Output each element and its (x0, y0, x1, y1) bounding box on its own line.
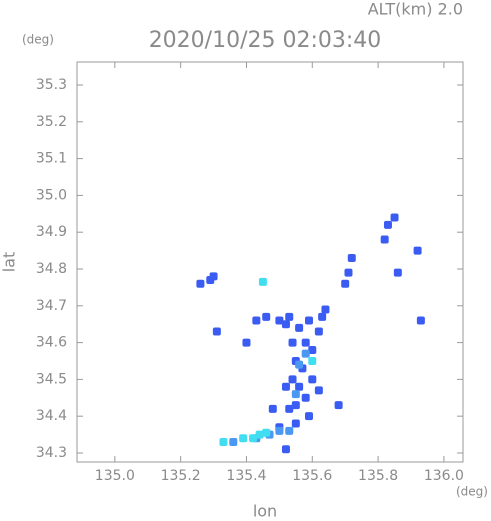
echo-cell (239, 434, 248, 443)
echo-cell (291, 401, 300, 410)
echo-cell (295, 382, 304, 391)
echo-cell (262, 428, 271, 437)
echo-cell (249, 434, 258, 443)
x-tick-label: 135.0 (95, 468, 135, 484)
echo-cell (196, 279, 205, 288)
y-axis-label: lat (0, 252, 19, 273)
echo-cell (291, 419, 300, 428)
echo-cell (285, 312, 294, 321)
echo-cell (209, 272, 218, 281)
y-tick-label: 35.2 (36, 114, 67, 130)
x-tick-label: 135.4 (226, 468, 266, 484)
echo-cell (304, 316, 313, 325)
echo-cell (295, 323, 304, 332)
y-tick-label: 34.3 (36, 445, 67, 461)
echo-cell (314, 386, 323, 395)
echo-cell (334, 401, 343, 410)
echo-cell (347, 253, 356, 262)
echo-cell (344, 268, 353, 277)
echo-cell (242, 338, 251, 347)
altitude-label: ALT(km) 2.0 (368, 0, 463, 19)
echo-cell (281, 320, 290, 329)
echo-cell (321, 305, 330, 314)
y-tick-label: 34.7 (36, 298, 67, 314)
echo-cell (252, 316, 261, 325)
echo-cell (308, 356, 317, 365)
echo-cell (275, 426, 284, 435)
echo-cell (288, 338, 297, 347)
echo-cell (262, 312, 271, 321)
echo-cell (318, 312, 327, 321)
echo-cell (281, 445, 290, 454)
echo-cell (393, 268, 402, 277)
echo-cell (308, 375, 317, 384)
echo-cell (413, 246, 422, 255)
echo-cell (295, 360, 304, 369)
y-tick-label: 35.1 (36, 151, 67, 167)
x-axis-label: lon (253, 502, 277, 521)
echo-cell (285, 426, 294, 435)
echo-cell (268, 404, 277, 413)
echo-cell (301, 338, 310, 347)
echo-cell (304, 412, 313, 421)
echo-cell (301, 349, 310, 358)
x-tick-label: 135.8 (358, 468, 398, 484)
echo-cell (416, 316, 425, 325)
echo-cell (288, 375, 297, 384)
echo-cell (390, 213, 399, 222)
x-tick-label: 135.6 (292, 468, 332, 484)
y-tick-label: 34.6 (36, 335, 67, 351)
y-tick-label: 35.0 (36, 187, 67, 203)
echo-cell (380, 235, 389, 244)
x-tick-label: 136.0 (424, 468, 464, 484)
echo-cell (229, 437, 238, 446)
echo-cell (291, 390, 300, 399)
echo-cell (314, 327, 323, 336)
echo-cell (258, 277, 267, 286)
echo-cell (219, 437, 228, 446)
echo-cell (275, 316, 284, 325)
echo-cell (301, 393, 310, 402)
y-tick-label: 34.5 (36, 371, 67, 387)
echo-cell (255, 430, 264, 439)
plot-frame (76, 61, 464, 463)
echo-cell (281, 382, 290, 391)
x-tick-label: 135.2 (161, 468, 201, 484)
y-tick-label: 34.4 (36, 408, 67, 424)
y-unit: (deg) (22, 33, 54, 47)
chart-title: 2020/10/25 02:03:40 (149, 28, 382, 53)
y-tick-label: 34.9 (36, 224, 67, 240)
y-tick-label: 34.8 (36, 261, 67, 277)
echo-cell (383, 220, 392, 229)
echo-cell (212, 327, 221, 336)
echo-cell (285, 404, 294, 413)
y-tick-label: 35.3 (36, 77, 67, 93)
x-unit: (deg) (456, 485, 488, 499)
echo-cell (341, 279, 350, 288)
echo-cell (308, 345, 317, 354)
